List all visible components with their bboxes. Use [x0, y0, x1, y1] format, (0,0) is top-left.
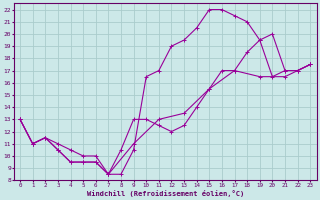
X-axis label: Windchill (Refroidissement éolien,°C): Windchill (Refroidissement éolien,°C): [86, 190, 244, 197]
